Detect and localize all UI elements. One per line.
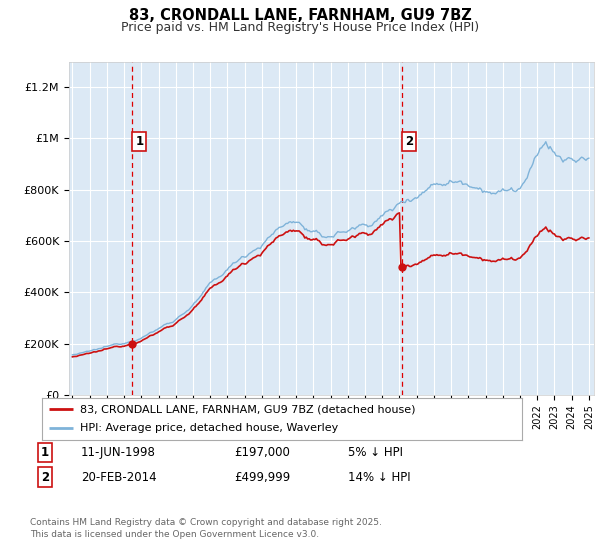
Text: 11-JUN-1998: 11-JUN-1998 [81,446,156,459]
Text: 2: 2 [405,134,413,147]
Text: Price paid vs. HM Land Registry's House Price Index (HPI): Price paid vs. HM Land Registry's House … [121,21,479,34]
Text: 5% ↓ HPI: 5% ↓ HPI [348,446,403,459]
Text: 2: 2 [41,470,49,484]
Text: 20-FEB-2014: 20-FEB-2014 [81,470,157,484]
Text: 1: 1 [41,446,49,459]
Text: HPI: Average price, detached house, Waverley: HPI: Average price, detached house, Wave… [80,423,338,433]
Text: 83, CRONDALL LANE, FARNHAM, GU9 7BZ: 83, CRONDALL LANE, FARNHAM, GU9 7BZ [128,8,472,24]
Text: £499,999: £499,999 [234,470,290,484]
Text: £197,000: £197,000 [234,446,290,459]
Text: 1: 1 [135,134,143,147]
Text: 14% ↓ HPI: 14% ↓ HPI [348,470,410,484]
Text: 83, CRONDALL LANE, FARNHAM, GU9 7BZ (detached house): 83, CRONDALL LANE, FARNHAM, GU9 7BZ (det… [80,404,416,414]
Text: Contains HM Land Registry data © Crown copyright and database right 2025.
This d: Contains HM Land Registry data © Crown c… [30,518,382,539]
